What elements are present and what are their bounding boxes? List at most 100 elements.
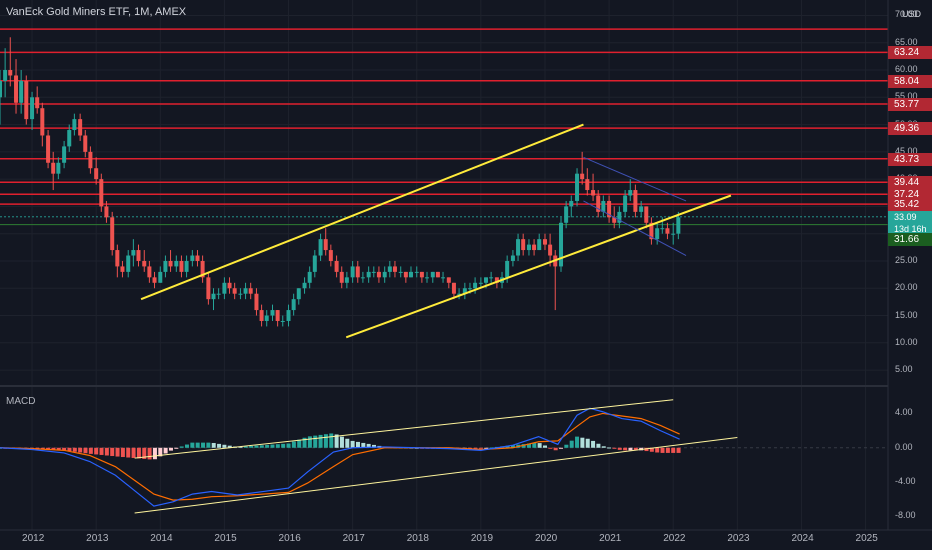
macd-histogram-bar xyxy=(521,444,526,448)
macd-histogram-bar xyxy=(56,447,61,451)
candle-body xyxy=(115,250,120,267)
macd-histogram-bar xyxy=(83,447,88,454)
candle-body xyxy=(307,271,312,283)
chart-title: VanEck Gold Miners ETF, 1M, AMEX xyxy=(6,6,187,18)
candle-body xyxy=(291,299,296,311)
candle-body xyxy=(334,260,339,272)
macd-histogram-bar xyxy=(633,447,638,451)
candle-body xyxy=(430,271,435,278)
candle-body xyxy=(489,277,494,279)
time-axis-label: 2015 xyxy=(214,533,237,544)
candle-body xyxy=(467,288,472,290)
time-axis-label: 2012 xyxy=(22,533,45,544)
candle-body xyxy=(318,239,323,256)
candle-body xyxy=(88,151,93,169)
level-price-tag: 53.77 xyxy=(888,98,932,111)
macd-histogram-bar xyxy=(569,440,574,448)
macd-histogram-bar xyxy=(361,442,366,448)
candle-body xyxy=(451,282,456,294)
macd-histogram-bar xyxy=(249,445,254,448)
candle-body xyxy=(398,271,403,273)
bar-countdown: 13d 16h xyxy=(894,223,927,234)
candle-body xyxy=(526,244,531,251)
macd-histogram-bar xyxy=(297,439,302,448)
candle-body xyxy=(462,288,467,294)
trend-line xyxy=(583,200,687,256)
macd-histogram-bar xyxy=(227,445,232,448)
macd-histogram-bar xyxy=(259,445,264,448)
candle-body xyxy=(163,260,168,272)
price-axis-label: 45.00 xyxy=(895,145,918,156)
candle-body xyxy=(414,271,419,273)
macd-histogram-bar xyxy=(62,447,67,451)
candle-body xyxy=(408,271,413,278)
macd-histogram-bar xyxy=(206,442,211,448)
candle-body xyxy=(403,271,408,278)
trend-line xyxy=(583,156,687,202)
price-axis-label: 10.00 xyxy=(895,336,918,347)
candle-body xyxy=(248,288,253,294)
price-axis-label: 60.00 xyxy=(895,64,918,74)
macd-histogram-bar xyxy=(88,447,93,454)
candle-body xyxy=(222,282,227,294)
macd-histogram-bar xyxy=(238,446,243,448)
macd-histogram-bar xyxy=(286,443,291,448)
candle-body xyxy=(360,277,365,279)
macd-histogram-bar xyxy=(131,447,136,458)
candle-body xyxy=(617,211,622,223)
macd-histogram-bar xyxy=(575,436,580,448)
candle-body xyxy=(120,266,125,272)
candle-body xyxy=(200,260,205,278)
macd-histogram-bar xyxy=(265,444,270,448)
price-axis-label: 5.00 xyxy=(895,364,913,375)
macd-histogram-bar xyxy=(355,441,360,448)
macd-axis-label: -4.00 xyxy=(895,476,916,487)
candle-body xyxy=(131,250,136,256)
macd-histogram-bar xyxy=(126,447,131,458)
candle-body xyxy=(516,239,521,256)
candle-body xyxy=(660,228,665,230)
macd-histogram-bar xyxy=(302,437,307,448)
candle-body xyxy=(548,244,553,256)
macd-histogram-bar xyxy=(275,444,280,448)
macd-histogram-bar xyxy=(617,447,622,450)
candle-body xyxy=(483,277,488,283)
current-price-value: 33.09 xyxy=(894,211,917,222)
candle-body xyxy=(446,277,451,283)
time-axis-label: 2019 xyxy=(470,533,494,544)
macd-histogram-bar xyxy=(254,445,259,448)
candle-body xyxy=(142,260,147,267)
macd-histogram-bar xyxy=(163,447,168,454)
macd-trend-line xyxy=(134,436,738,514)
macd-histogram-bar xyxy=(174,447,179,449)
candle-body xyxy=(665,228,670,234)
macd-histogram-bar xyxy=(334,434,339,448)
candle-body xyxy=(532,244,537,251)
macd-histogram-bar xyxy=(676,447,681,453)
macd-histogram-bar xyxy=(542,445,547,448)
macd-label: MACD xyxy=(6,396,36,407)
macd-histogram-bar xyxy=(329,433,334,448)
time-axis-label: 2013 xyxy=(86,533,109,544)
candle-body xyxy=(649,222,654,240)
macd-histogram-bar xyxy=(591,440,596,448)
candle-body xyxy=(30,97,35,120)
time-axis-label: 2022 xyxy=(663,533,686,544)
candle-body xyxy=(216,293,221,295)
candle-body xyxy=(238,293,243,295)
candle-body xyxy=(623,195,628,212)
candle-body xyxy=(206,277,211,300)
macd-histogram-bar xyxy=(601,446,606,448)
candle-body xyxy=(575,173,580,201)
macd-histogram-bar xyxy=(78,447,83,453)
price-axis-label: 20.00 xyxy=(895,282,918,293)
macd-histogram-bar xyxy=(147,447,152,460)
time-axis-label: 2016 xyxy=(278,533,301,544)
macd-histogram-bar xyxy=(660,447,665,453)
macd-histogram-bar xyxy=(548,447,553,449)
current-price-tag: 33.09 13d 16h xyxy=(888,210,932,236)
macd-histogram-bar xyxy=(110,447,115,457)
macd-histogram-bar xyxy=(67,447,72,452)
